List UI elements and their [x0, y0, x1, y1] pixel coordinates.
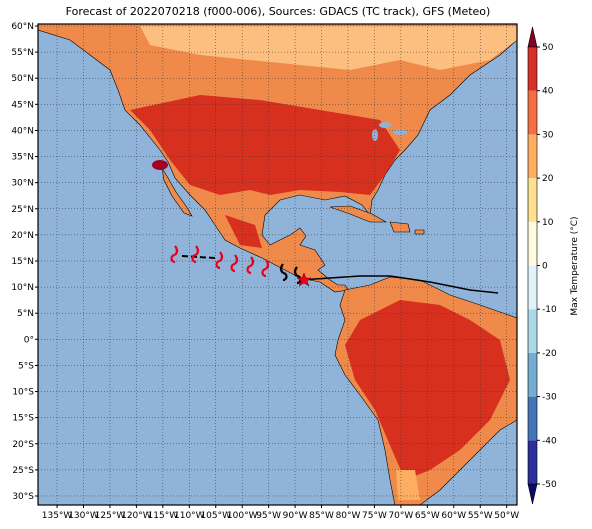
colorbar-bin — [528, 90, 537, 135]
lat-tick-label: 30°S — [12, 492, 34, 502]
colorbar-bin — [528, 265, 537, 310]
colorbar-bin — [528, 396, 537, 441]
lat-tick-label: 40°N — [11, 126, 34, 136]
forecast-track — [299, 275, 499, 294]
lon-tick-label: 110°W — [174, 511, 205, 521]
tc-track — [170, 245, 499, 294]
lon-tick-label: 135°W — [42, 511, 73, 521]
lon-tick-label: 90°W — [283, 511, 308, 521]
lat-tick-label: 0° — [24, 335, 34, 345]
lat-tick-label: 10°S — [12, 388, 34, 398]
colorbar-tick-label: -30 — [542, 393, 557, 403]
lon-tick-label: 125°W — [95, 511, 126, 521]
colorbar-bin — [528, 178, 537, 222]
lat-tick-label: 50°N — [11, 74, 34, 84]
lon-tick-label: 80°W — [336, 511, 361, 521]
current-position — [296, 272, 312, 287]
axes: 60°N 55°N 50°N 45°N 40°N 35°N 30°N 25°N 20°N 15°N… — [11, 22, 519, 521]
past-track — [181, 255, 216, 259]
colorbar-bin — [528, 221, 537, 266]
lat-tick-label: 20°N — [11, 231, 34, 241]
colorbar-tick-label: -10 — [542, 305, 557, 315]
colorbar-tick-label: 30 — [542, 130, 554, 140]
colorbar-label: Max Temperature (°C) — [570, 216, 580, 315]
lon-tick-label: 105°W — [200, 511, 231, 521]
colorbar-bin — [528, 134, 537, 179]
colorbar-tick-label: -20 — [542, 349, 557, 359]
graticule — [38, 24, 517, 505]
lat-tick-label: 25°S — [12, 466, 34, 476]
lon-tick-label: 50°W — [494, 511, 519, 521]
lon-tick-label: 70°W — [388, 511, 413, 521]
lon-tick-label: 60°W — [441, 511, 466, 521]
lon-tick-label: 55°W — [468, 511, 493, 521]
lat-tick-label: 30°N — [11, 179, 34, 189]
colorbar-bin — [528, 47, 537, 91]
lat-tick-label: 25°N — [11, 205, 34, 215]
lat-tick-label: 5°N — [17, 309, 34, 319]
colorbar-tick-label: 0 — [542, 262, 548, 272]
lat-tick-label: 55°N — [11, 48, 34, 58]
colorbar-tick-label: -50 — [542, 480, 557, 490]
colorbar-bin — [528, 440, 537, 484]
colorbar-tick-label: -40 — [542, 436, 557, 446]
lon-tick-label: 75°W — [362, 511, 387, 521]
colorbar-tick-label: 20 — [542, 174, 554, 184]
map — [38, 24, 517, 505]
colorbar: -50 -40 -30 -20 -10 0 10 20 30 40 50 — [527, 26, 557, 505]
colorbar-over — [527, 26, 538, 48]
lat-tick-label: 15°S — [12, 414, 34, 424]
lat-tick-label: 20°S — [12, 440, 34, 450]
colorbar-under — [527, 483, 538, 505]
lon-tick-label: 120°W — [121, 511, 152, 521]
storm-symbols-forecast — [279, 263, 302, 285]
lon-tick-label: 115°W — [148, 511, 179, 521]
colorbar-tick-label: 40 — [542, 87, 554, 97]
lon-tick-label: 85°W — [309, 511, 334, 521]
lat-tick-label: 10°N — [11, 283, 34, 293]
lon-tick-label: 95°W — [256, 511, 281, 521]
lat-tick-label: 45°N — [11, 100, 34, 110]
colorbar-tick-label: 50 — [542, 43, 554, 53]
lat-tick-label: 5°S — [18, 361, 34, 371]
storm-symbols — [170, 245, 270, 278]
map-frame — [37, 23, 518, 506]
lat-tick-label: 15°N — [11, 257, 34, 267]
lon-tick-label: 65°W — [415, 511, 440, 521]
lon-tick-label: 100°W — [227, 511, 258, 521]
colorbar-tick-label: 10 — [542, 218, 554, 228]
lat-tick-label: 60°N — [11, 22, 34, 32]
colorbar-bin — [528, 309, 537, 353]
lon-tick-label: 130°W — [68, 511, 99, 521]
lat-tick-label: 35°N — [11, 153, 34, 163]
title: Forecast of 2022070218 (f000-006), Sourc… — [66, 5, 491, 18]
colorbar-bin — [528, 352, 537, 397]
